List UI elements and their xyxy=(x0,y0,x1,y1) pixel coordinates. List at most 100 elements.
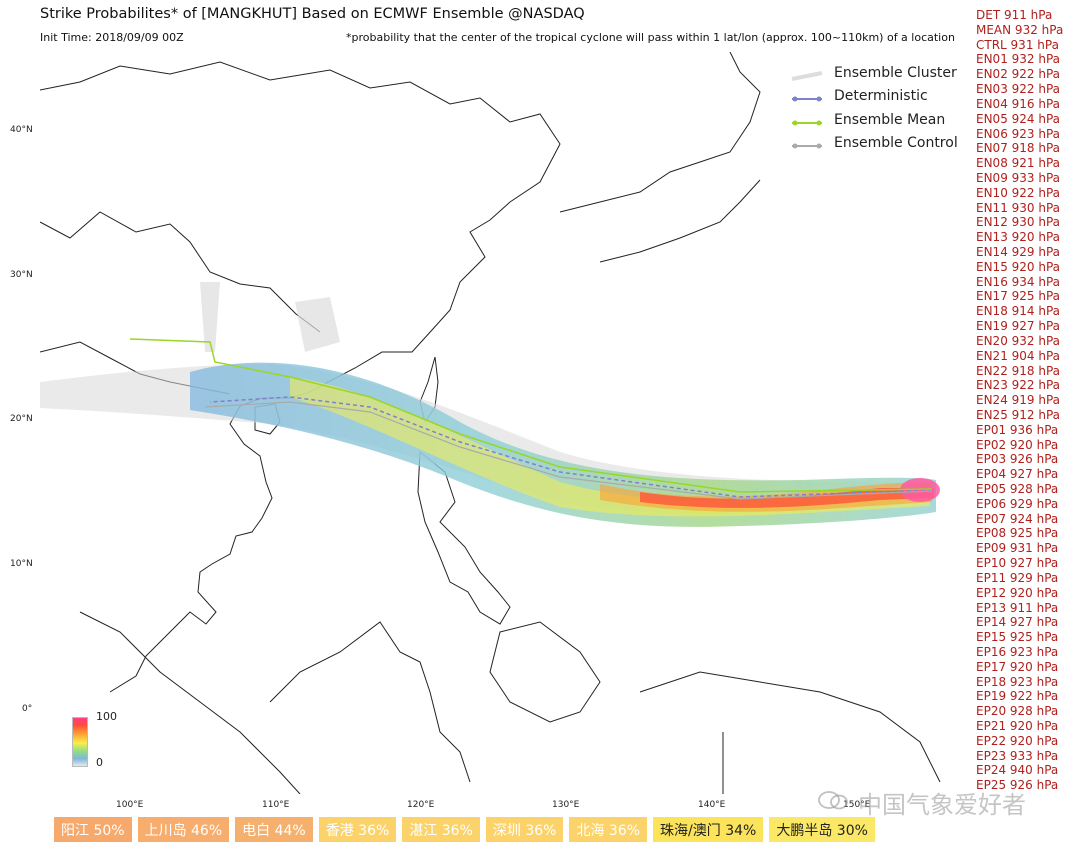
legend-label: Ensemble Control xyxy=(834,135,958,152)
pressure-row: EP18 923 hPa xyxy=(976,674,1059,689)
pressure-row: EN03 922 hPa xyxy=(976,82,1061,97)
wechat-icon xyxy=(818,791,848,810)
pressure-row: DET 911 hPa xyxy=(976,8,1053,22)
ensemble-control-track xyxy=(204,401,933,500)
map-canvas xyxy=(40,52,941,794)
pressure-row: EN16 934 hPa xyxy=(976,274,1061,289)
init-time: Init Time: 2018/09/09 00Z xyxy=(40,31,184,44)
pressure-row: EN22 918 hPa xyxy=(976,363,1061,378)
pressure-row: EP19 922 hPa xyxy=(976,689,1059,704)
pressure-row: EP07 924 hPa xyxy=(976,511,1059,526)
pressure-row: EN12 930 hPa xyxy=(976,215,1061,230)
pressure-row: EP12 920 hPa xyxy=(976,585,1059,600)
pressure-row: EP22 920 hPa xyxy=(976,733,1059,748)
pressure-row: EN09 933 hPa xyxy=(976,170,1061,185)
pressure-row: EP09 931 hPa xyxy=(976,541,1059,556)
location-chip: 北海 36% xyxy=(569,817,648,842)
pressure-row: EP23 933 hPa xyxy=(976,748,1059,763)
pressure-row: EN01 932 hPa xyxy=(976,52,1061,67)
pressure-row: EP14 927 hPa xyxy=(976,615,1059,630)
pressure-row: EN24 919 hPa xyxy=(976,393,1061,408)
lat-label: 30°N xyxy=(10,270,33,280)
pressure-row: EN18 914 hPa xyxy=(976,304,1061,319)
pressure-row: EN08 921 hPa xyxy=(976,156,1061,171)
pressure-row: EP24 940 hPa xyxy=(976,763,1059,778)
pressure-row: EP08 925 hPa xyxy=(976,526,1059,541)
lon-label: 110°E xyxy=(262,800,290,810)
pressure-row: EN13 920 hPa xyxy=(976,230,1061,245)
location-chip: 上川岛 46% xyxy=(137,817,230,842)
location-chip: 香港 36% xyxy=(318,817,397,842)
pressure-row: EP20 928 hPa xyxy=(976,704,1059,719)
map-area[interactable] xyxy=(40,52,970,794)
lat-label: 0° xyxy=(22,704,33,714)
map-legend: Ensemble Cluster Deterministic Ensemble … xyxy=(790,61,975,155)
legend-label: Ensemble Mean xyxy=(834,111,946,128)
pressure-row: EN20 932 hPa xyxy=(976,333,1061,348)
lon-label: 120°E xyxy=(407,800,435,810)
pressure-row: EP05 928 hPa xyxy=(976,482,1059,496)
lat-label: 20°N xyxy=(10,414,33,424)
pressure-row: EP16 923 hPa xyxy=(976,644,1059,659)
location-chip: 大鹏半岛 30% xyxy=(769,817,875,842)
watermark-text: 中国气象爱好者 xyxy=(858,791,1026,819)
legend-item-ensemble-cluster: Ensemble Cluster xyxy=(790,61,975,85)
legend-label: Deterministic xyxy=(834,88,928,105)
pressure-row: EP02 920 hPa xyxy=(976,437,1059,452)
location-chip: 深圳 36% xyxy=(485,817,564,842)
lat-label: 40°N xyxy=(10,125,33,135)
coastlines xyxy=(40,52,941,794)
pressure-row: EN06 923 hPa xyxy=(976,126,1061,141)
pressure-row: EP01 936 hPa xyxy=(976,422,1059,437)
line-marker-icon xyxy=(790,114,824,126)
pressure-row: EN14 929 hPa xyxy=(976,245,1061,259)
location-chip: 阳江 50% xyxy=(54,817,132,842)
legend-item-deterministic: Deterministic xyxy=(790,85,975,109)
pressure-row: EN07 918 hPa xyxy=(976,141,1061,156)
pressure-row: EN02 922 hPa xyxy=(976,67,1061,82)
deterministic-track xyxy=(209,396,933,498)
pressure-row: MEAN 932 hPa xyxy=(976,22,1064,37)
lon-label: 130°E xyxy=(552,800,580,810)
legend-label: Ensemble Cluster xyxy=(834,64,957,81)
probability-colorbar xyxy=(72,717,88,767)
pressure-row: EN23 922 hPa xyxy=(976,378,1061,393)
colorbar-min-label: 0 xyxy=(96,756,103,769)
cluster-swatch-icon xyxy=(790,67,824,81)
pressure-row: EN05 924 hPa xyxy=(976,111,1061,126)
legend-item-ensemble-mean: Ensemble Mean xyxy=(790,108,975,132)
pressure-row: EN11 930 hPa xyxy=(976,200,1061,215)
ensemble-mean-track xyxy=(129,338,933,493)
pressure-row: EP15 925 hPa xyxy=(976,630,1059,645)
pressure-row: EP06 929 hPa xyxy=(976,496,1059,511)
pressure-row: CTRL 931 hPa xyxy=(976,37,1059,52)
location-probabilities: 阳江 50% 上川岛 46% 电白 44% 香港 36% 湛江 36% 深圳 36% 北海 … xyxy=(54,817,875,842)
location-chip: 电白 44% xyxy=(235,817,313,842)
location-chip: 珠海/澳门 34% xyxy=(653,817,764,842)
pressure-row: EP03 926 hPa xyxy=(976,452,1059,467)
colorbar-max-label: 100 xyxy=(96,710,117,723)
pressure-row: EP11 929 hPa xyxy=(976,570,1059,585)
probability-note: *probability that the center of the trop… xyxy=(346,31,955,44)
pressure-row: EN04 916 hPa xyxy=(976,96,1061,111)
strike-probability-band xyxy=(190,362,940,527)
pressure-row: EN15 920 hPa xyxy=(976,259,1061,274)
pressure-row: EN19 927 hPa xyxy=(976,319,1061,334)
chart-title: Strike Probabilites* of [MANGKHUT] Based… xyxy=(40,6,585,22)
lon-label: 140°E xyxy=(698,800,726,810)
lon-label: 100°E xyxy=(116,800,144,810)
pressure-row: EP10 927 hPa xyxy=(976,556,1059,571)
lat-label: 10°N xyxy=(10,559,33,569)
location-chip: 湛江 36% xyxy=(402,817,480,842)
line-marker-icon xyxy=(790,137,824,149)
pressure-row: EP17 920 hPa xyxy=(976,659,1059,674)
pressure-row: EP21 920 hPa xyxy=(976,719,1059,733)
pressure-row: EN21 904 hPa xyxy=(976,348,1061,363)
pressure-row: EP25 926 hPa xyxy=(976,778,1059,793)
pressure-row: EN25 912 hPa xyxy=(976,407,1061,422)
min-pressure-list: DET 911 hPa MEAN 932 hPa CTRL 931 hPa EN01 … xyxy=(976,8,1080,793)
legend-item-ensemble-control: Ensemble Control xyxy=(790,132,975,156)
pressure-row: EP13 911 hPa xyxy=(976,600,1059,615)
lon-label: 150°E xyxy=(843,800,871,810)
pressure-row: EP04 927 hPa xyxy=(976,467,1059,482)
